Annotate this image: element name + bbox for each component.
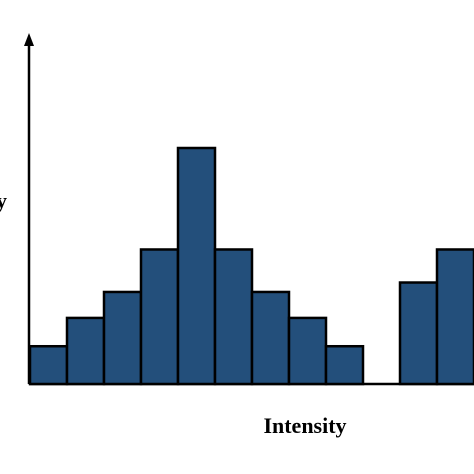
y-axis-label-fragment: y <box>0 188 7 213</box>
histogram-bar-5 <box>213 248 254 386</box>
histogram-bar-4 <box>176 146 217 386</box>
histogram-bar-1 <box>65 316 106 386</box>
histogram-bar-10 <box>398 281 439 386</box>
histogram-bar-6 <box>250 290 291 386</box>
histogram-bar-11 <box>435 248 474 386</box>
histogram-bar-2 <box>102 290 143 386</box>
histogram-bar-3 <box>139 248 180 386</box>
histogram-bar-7 <box>287 316 328 386</box>
bars-group <box>28 146 474 386</box>
histogram-bar-0 <box>28 344 69 386</box>
histogram-bar-8 <box>324 344 365 386</box>
x-axis-label: Intensity <box>263 413 347 438</box>
y-axis-arrow <box>24 33 34 46</box>
